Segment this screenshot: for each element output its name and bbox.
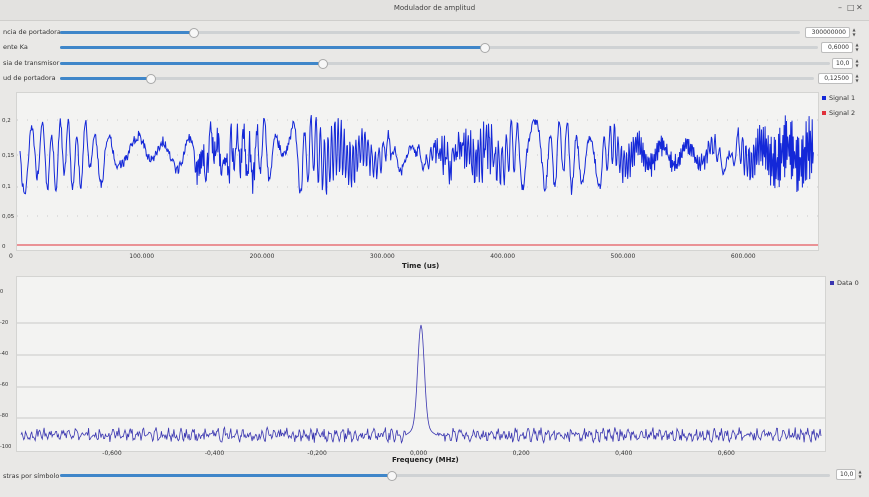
control-value-field[interactable]: 0,12500 xyxy=(818,73,853,84)
frequency-axis-label: Frequency (MHz) xyxy=(392,456,459,464)
x-tick-label: 200.000 xyxy=(249,253,275,260)
y-tick-label: -20 xyxy=(0,320,9,326)
control-slider[interactable] xyxy=(60,43,818,53)
y-tick-label: 0,1 xyxy=(2,184,11,190)
x-tick-label: -0,200 xyxy=(307,450,327,457)
slider-handle[interactable] xyxy=(317,59,328,69)
control-value-field[interactable]: 0,6000 xyxy=(821,42,853,53)
y-tick-label: 0 xyxy=(2,244,6,250)
slider-fill xyxy=(60,62,322,65)
spin-arrows-icon[interactable]: ▲ ▼ xyxy=(855,73,859,83)
x-tick-label: 400.000 xyxy=(490,253,516,260)
control-row: sia de transmisor 10,0 ▲ ▼ xyxy=(0,58,869,72)
x-tick-label: 0,200 xyxy=(512,450,530,457)
frequency-plot xyxy=(16,276,826,452)
x-tick-label: 0 xyxy=(9,253,13,260)
control-label: ud de portadora xyxy=(3,74,56,82)
time-plot-canvas xyxy=(17,115,818,246)
control-value-field[interactable]: 10,0 xyxy=(836,469,856,480)
slider-handle[interactable] xyxy=(189,28,200,38)
slider-handle[interactable] xyxy=(146,74,157,84)
control-label: stras por símbolo xyxy=(3,472,60,480)
x-tick-label: -0,600 xyxy=(102,450,122,457)
slider-handle[interactable] xyxy=(480,43,491,53)
legend-swatch-icon xyxy=(822,111,826,115)
y-tick-label: -60 xyxy=(0,382,9,388)
spin-arrows-icon[interactable]: ▲ ▼ xyxy=(858,469,862,479)
window-title: Modulador de amplitud xyxy=(393,4,476,12)
spin-arrows-icon[interactable]: ▲ ▼ xyxy=(852,27,856,37)
y-tick-label: 0,15 xyxy=(2,153,15,159)
control-row: ncia de portadora 300000000 ▲ ▼ xyxy=(0,27,869,41)
close-button[interactable]: ✕ xyxy=(856,3,863,12)
control-row: stras por símbolo 10,0 ▲ ▼ xyxy=(0,466,869,481)
control-label: sia de transmisor xyxy=(3,59,60,67)
legend-signal-1: Signal 1 xyxy=(822,94,855,102)
x-tick-label: 0,600 xyxy=(717,450,735,457)
spin-arrows-icon[interactable]: ▲ ▼ xyxy=(855,58,859,68)
x-tick-label: 500.000 xyxy=(610,253,636,260)
series-signal-1-line xyxy=(19,115,814,195)
title-bar: Modulador de amplitud – □ ✕ xyxy=(0,0,869,21)
control-slider[interactable] xyxy=(60,74,814,84)
slider-fill xyxy=(60,77,151,80)
legend-signal-2: Signal 2 xyxy=(822,109,855,117)
spin-arrows-icon[interactable]: ▲ ▼ xyxy=(855,42,859,52)
series-data-0-line xyxy=(20,324,822,445)
control-value-field[interactable]: 10,0 xyxy=(832,58,853,69)
control-row: ud de portadora 0,12500 ▲ ▼ xyxy=(0,73,869,87)
slider-handle[interactable] xyxy=(387,471,398,481)
legend-swatch-icon xyxy=(822,96,826,100)
slider-fill xyxy=(60,474,392,477)
x-tick-label: 600.000 xyxy=(730,253,756,260)
legend-data-0: Data 0 xyxy=(830,279,859,287)
y-tick-label: 0 xyxy=(0,289,4,295)
y-tick-label: 0,05 xyxy=(2,214,15,220)
y-tick-label: -80 xyxy=(0,413,9,419)
control-slider[interactable] xyxy=(60,28,800,38)
y-tick-label: 0,2 xyxy=(2,118,11,124)
time-axis-label: Time (us) xyxy=(402,262,440,270)
x-tick-label: 0,000 xyxy=(410,450,428,457)
minimize-button[interactable]: – xyxy=(838,3,842,12)
maximize-button[interactable]: □ xyxy=(847,3,855,12)
y-tick-label: -100 xyxy=(0,444,12,450)
x-tick-label: 100.000 xyxy=(129,253,155,260)
x-tick-label: 0,400 xyxy=(615,450,633,457)
y-tick-label: -40 xyxy=(0,351,9,357)
control-slider[interactable] xyxy=(60,471,830,481)
control-row: ente Ka 0,6000 ▲ ▼ xyxy=(0,42,869,56)
time-plot xyxy=(16,92,819,251)
x-tick-label: 300.000 xyxy=(369,253,395,260)
x-tick-label: -0,400 xyxy=(204,450,225,457)
control-label: ncia de portadora xyxy=(3,28,61,36)
slider-fill xyxy=(60,31,194,34)
slider-fill xyxy=(60,46,485,49)
control-value-field[interactable]: 300000000 xyxy=(805,27,850,38)
control-label: ente Ka xyxy=(3,43,28,51)
frequency-plot-canvas xyxy=(17,322,825,445)
legend-swatch-icon xyxy=(830,281,834,285)
control-slider[interactable] xyxy=(60,59,830,69)
